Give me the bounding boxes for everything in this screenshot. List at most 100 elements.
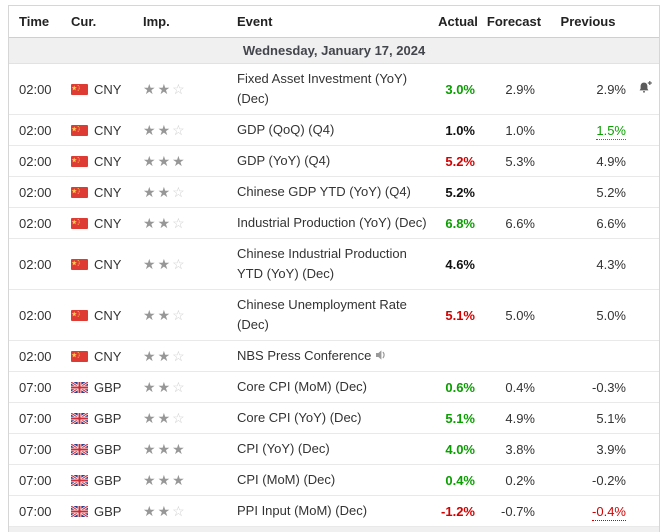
importance-stars: ★★☆ [143,238,237,290]
uk-flag-icon [70,442,89,456]
previous-number: 4.3% [596,256,626,272]
event-time: 07:00 [9,433,71,465]
forecast-value: 3.8% [483,433,545,465]
actual-value: 5.1% [433,402,483,434]
previous-number: 5.1% [596,410,626,426]
event-name-link[interactable]: Chinese GDP YTD (YoY) (Q4) [237,184,411,199]
event-time: 07:00 [9,402,71,434]
column-header-previous: Previous [545,6,631,38]
previous-number: 4.9% [596,153,626,169]
column-header-forecast: Forecast [483,6,545,38]
actual-value: 5.2% [433,176,483,208]
event-row[interactable]: 02:00 CNY ★★☆ Fixed Asset Investment (YoY) … [9,63,659,115]
event-row[interactable]: 02:00 CNY ★★☆ Industrial Production (YoY) (… [9,207,659,239]
event-time: 02:00 [9,145,71,177]
event-name-link[interactable]: PPI Input (MoM) (Dec) [237,503,368,518]
event-name-link[interactable]: Industrial Production (YoY) (Dec) [237,215,427,230]
previous-number: 2.9% [596,81,626,97]
event-currency: CNY [71,238,143,290]
event-time: 02:00 [9,114,71,146]
event-time: 02:00 [9,340,71,372]
currency-code: CNY [94,153,122,169]
actual-value: 0.6% [433,371,483,403]
star-icon: ☆ [172,184,187,200]
previous-value: 3.9% [545,433,631,465]
china-flag-icon [71,124,88,136]
star-icon: ★ [157,215,173,231]
star-icon: ★ [157,122,173,138]
star-icon: ★ [143,81,158,97]
forecast-value: 2.9% [483,63,545,115]
event-row[interactable]: 02:00 CNY ★★☆ Chinese Industrial Production… [9,238,659,290]
star-icon: ★ [157,472,173,488]
event-name-link[interactable]: CPI (YoY) (Dec) [237,441,330,456]
event-name-link[interactable]: GDP (QoQ) (Q4) [237,122,335,137]
alert-cell [631,402,659,434]
alert-cell [631,340,659,372]
importance-stars: ★★☆ [143,340,237,372]
previous-value: 5.1% [545,402,631,434]
currency-code: GBP [94,503,122,519]
event-name-link[interactable]: GDP (YoY) (Q4) [237,153,331,168]
event-cell: Chinese Unemployment Rate (Dec) [237,289,433,341]
event-name-link[interactable]: NBS Press Conference [237,348,372,363]
event-row[interactable]: 02:00 CNY ★★★ GDP (YoY) (Q4) 5.2% 5.3% 4.9% [9,145,659,177]
previous-number: 1.5% [596,122,626,140]
event-time: 02:00 [9,176,71,208]
importance-stars: ★★☆ [143,289,237,341]
event-row[interactable]: 02:00 CNY ★★☆ NBS Press Conference [9,340,659,372]
event-name-link[interactable]: CPI (MoM) (Dec) [237,472,336,487]
event-name-link[interactable]: Core CPI (MoM) (Dec) [237,379,368,394]
events-table: Time Cur. Imp. Event Actual Forecast Pre… [9,6,659,527]
star-icon: ★ [143,184,158,200]
star-icon: ★ [143,503,158,519]
actual-number: 4.0% [445,441,475,457]
event-cell: NBS Press Conference [237,340,433,372]
china-flag-icon [71,217,88,229]
star-icon: ☆ [172,410,187,426]
forecast-value: 0.4% [483,371,545,403]
event-currency: GBP [70,495,143,527]
event-row[interactable]: 02:00 CNY ★★☆ GDP (QoQ) (Q4) 1.0% 1.0% 1.5% [9,114,659,146]
alert-cell [631,238,659,290]
event-row[interactable]: 07:00 GBP ★★☆ Core CPI (YoY) (Dec) 5.1% 4.9% 5… [9,402,659,434]
event-currency: CNY [71,289,143,341]
currency-code: CNY [94,184,122,200]
event-name-link[interactable]: Chinese Industrial Production YTD (YoY) … [237,246,407,281]
star-icon: ☆ [172,379,187,395]
event-row[interactable]: 07:00 GBP ★★☆ PPI Input (MoM) (Dec) -1.2% -0.… [9,495,659,527]
star-icon: ★ [157,307,173,323]
alert-cell [631,145,659,177]
bell-plus-icon[interactable] [636,80,654,95]
event-row[interactable]: 02:00 CNY ★★☆ Chinese Unemployment Rate (De… [9,289,659,341]
star-icon: ★ [157,81,173,97]
currency-code: CNY [94,81,122,97]
previous-value: -0.3% [545,371,631,403]
forecast-value [483,340,545,372]
alert-cell [631,289,659,341]
uk-flag-icon [70,473,89,487]
event-name-link[interactable]: Fixed Asset Investment (YoY) (Dec) [237,71,408,106]
event-time: 02:00 [9,289,71,341]
forecast-value [483,176,545,208]
forecast-value: 6.6% [483,207,545,239]
star-icon: ☆ [172,81,187,97]
event-row[interactable]: 02:00 CNY ★★☆ Chinese GDP YTD (YoY) (Q4) 5.2… [9,176,659,208]
event-cell: PPI Input (MoM) (Dec) [237,495,433,527]
actual-number: 0.6% [445,379,475,395]
column-header-alert [631,6,659,38]
uk-flag-icon [70,411,89,425]
column-header-time: Time [9,6,71,38]
star-icon: ☆ [172,215,187,231]
event-row[interactable]: 07:00 GBP ★★★ CPI (MoM) (Dec) 0.4% 0.2% -0.2% [9,464,659,496]
event-row[interactable]: 07:00 GBP ★★★ CPI (YoY) (Dec) 4.0% 3.8% 3.9% [9,433,659,465]
actual-value: -1.2% [433,495,483,527]
event-name-link[interactable]: Chinese Unemployment Rate (Dec) [237,297,407,332]
event-row[interactable]: 07:00 GBP ★★☆ Core CPI (MoM) (Dec) 0.6% 0.4% -… [9,371,659,403]
actual-value: 4.6% [433,238,483,290]
previous-number: -0.4% [592,503,626,521]
actual-number: -1.2% [441,503,475,519]
currency-code: GBP [94,410,122,426]
event-currency: GBP [70,371,143,403]
event-name-link[interactable]: Core CPI (YoY) (Dec) [237,410,362,425]
